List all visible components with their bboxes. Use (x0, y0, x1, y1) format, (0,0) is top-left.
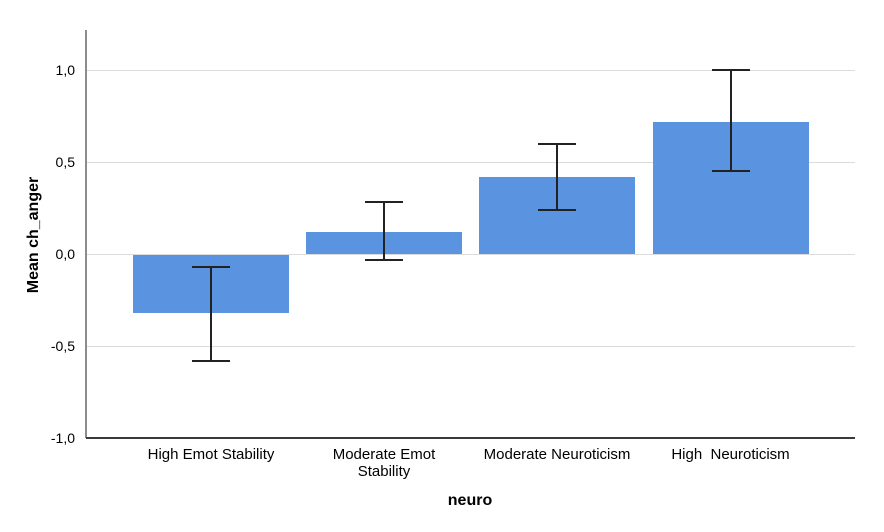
error-bar-cap-top (365, 201, 403, 204)
x-category-label: Moderate Emot Stability (332, 446, 440, 480)
x-axis-title: neuro (447, 492, 493, 509)
error-bar-cap-top (192, 265, 230, 268)
x-category-label: Moderate Neuroticism (483, 446, 631, 463)
x-category-label: High Emot Stability (147, 446, 275, 463)
gridline (86, 69, 855, 71)
error-bar-line (556, 143, 558, 210)
y-tick-label: 1,0 (55, 62, 75, 78)
gridline (86, 161, 855, 163)
error-bar-cap-bottom (365, 258, 403, 261)
error-bar-line (383, 202, 385, 260)
error-bar-cap-bottom (192, 359, 230, 362)
y-tick-label: -1,0 (50, 430, 75, 446)
error-bar-line (210, 266, 212, 361)
gridline (86, 253, 855, 255)
y-tick-label: 0,5 (55, 154, 75, 170)
x-category-label: High Neuroticism (671, 446, 790, 463)
y-tick-label: 0,0 (55, 246, 75, 262)
x-axis-line (86, 437, 855, 439)
gridline (86, 345, 855, 347)
error-bar-cap-top (711, 69, 750, 71)
error-bar-cap-top (538, 142, 576, 145)
error-bar-cap-bottom (538, 208, 576, 211)
error-bar-cap-bottom (711, 170, 750, 173)
error-bar-line (729, 70, 732, 172)
y-axis-line (85, 30, 87, 438)
y-tick-label: -0,5 (50, 338, 75, 354)
